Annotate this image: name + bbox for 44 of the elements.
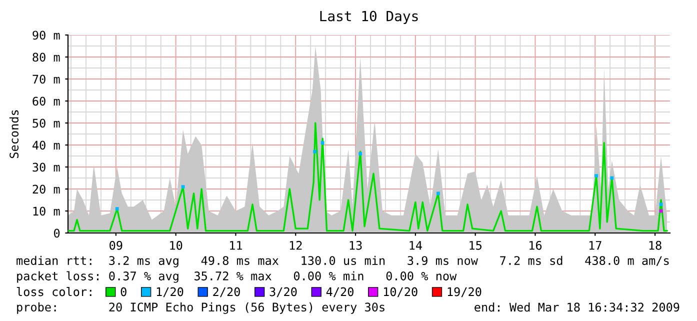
y-tick-label: 80 m	[32, 52, 60, 62]
chart-title: Last 10 Days	[320, 10, 418, 24]
text: end: Wed Mar 18 16:34:32 2009	[474, 302, 680, 312]
text: median rtt: 3.2 ms avg 49.8 ms max 130.0 us min 3.9 ms now 7.2 ms sd 438.0 m am/s	[16, 256, 669, 268]
point	[436, 192, 440, 196]
point	[610, 176, 614, 180]
text: probe: 20 ICMP Echo Pings (56 Bytes) every 30s	[17, 302, 384, 314]
legend-label: 3/20	[270, 287, 297, 298]
y-tick-label: 70 m	[32, 74, 60, 84]
point	[115, 207, 119, 210]
legend-label: 19/20	[448, 287, 482, 298]
x-tick-label: 10	[170, 240, 182, 250]
x-tick-label: 16	[530, 240, 542, 250]
line-series	[68, 122, 668, 232]
legend-label: 1/20	[156, 287, 184, 298]
legend-title: loss color:	[16, 287, 92, 296]
y-axis-title: Seconds	[9, 110, 19, 158]
y-tick-label: 30 m	[32, 162, 60, 172]
y-tick-label: 50 m	[32, 118, 60, 128]
point	[594, 174, 598, 178]
x-tick-label: 14	[410, 241, 422, 250]
y-tick-label: 60 m	[32, 96, 60, 106]
x-tick-label: 18	[649, 240, 662, 250]
legend-label: 4/20	[326, 287, 354, 298]
point	[358, 152, 362, 156]
point	[181, 185, 185, 188]
legend-label: 2/20	[213, 287, 240, 298]
x-tick-label: 15	[470, 241, 482, 250]
y-tick-label: 10 m	[33, 206, 60, 216]
x-tick-label: 12	[290, 240, 302, 250]
x-tick-label: 17	[589, 241, 602, 250]
legend-label: 0	[120, 287, 126, 296]
x-tick-label: 11	[230, 241, 242, 250]
x-tick-label: 09	[110, 240, 122, 250]
y-tick-label: 40 m	[32, 140, 60, 150]
point	[659, 202, 663, 206]
point	[320, 141, 324, 144]
y-tick-label: 90 m	[32, 30, 60, 40]
y-tick-label: 20 m	[32, 184, 60, 194]
legend-label: 10/20	[384, 287, 418, 298]
y-tick-label: 0	[54, 228, 60, 238]
x-tick-label: 13	[350, 240, 362, 250]
text: packet loss: 0.37 % avg 35.72 % max 0.00 % min 0.00 % now	[17, 271, 457, 283]
point	[313, 150, 316, 154]
